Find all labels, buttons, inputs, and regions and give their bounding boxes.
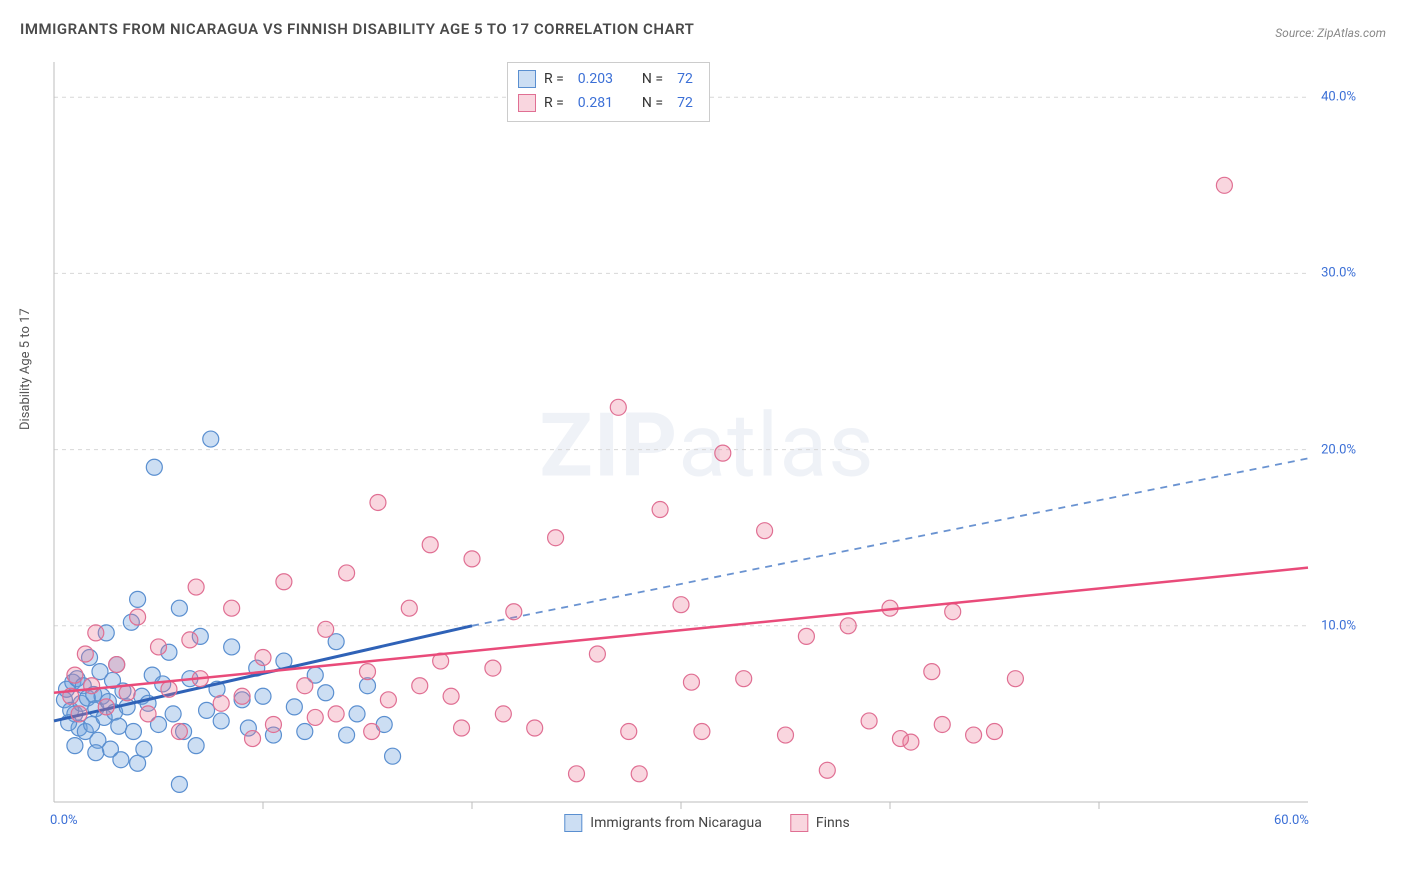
series-legend: Immigrants from Nicaragua Finns [564,814,849,832]
corr-legend-row: R = 0.281 N = 72 [518,91,699,115]
legend-swatch [518,94,536,112]
legend-label: Immigrants from Nicaragua [590,815,762,831]
source-name: ZipAtlas.com [1317,26,1386,40]
legend-label: Finns [816,815,850,831]
n-label: N = [642,95,663,111]
y-tick-label: 30.0% [1321,266,1356,281]
x-max-label: 60.0% [1274,813,1309,828]
r-value: 0.281 [578,95,613,111]
corr-legend-row: R = 0.203 N = 72 [518,67,699,91]
source-label: Source: [1275,26,1314,40]
legend-swatch [518,70,536,88]
scatter-plot [52,60,1362,832]
y-tick-label: 10.0% [1321,618,1356,633]
source-attribution: Source: ZipAtlas.com [1275,26,1386,40]
legend-item: Immigrants from Nicaragua [564,814,762,832]
y-tick-label: 40.0% [1321,90,1356,105]
n-value: 72 [677,95,693,111]
y-axis-label: Disability Age 5 to 17 [18,308,33,430]
chart-title: IMMIGRANTS FROM NICARAGUA VS FINNISH DIS… [20,20,694,38]
chart-area: ZIPatlas R =0.203 N =72R =0.281 N =72 10… [52,60,1362,832]
r-value: 0.203 [578,71,613,87]
x-min-label: 0.0% [50,813,78,828]
r-label: R = [544,95,564,111]
legend-swatch [564,814,582,832]
n-value: 72 [677,71,693,87]
r-label: R = [544,71,564,87]
n-label: N = [642,71,663,87]
correlation-legend: R = 0.203 N = 72 R = 0.281 N = 72 [507,62,710,122]
legend-swatch [790,814,808,832]
y-tick-label: 20.0% [1321,442,1356,457]
legend-item: Finns [790,814,850,832]
